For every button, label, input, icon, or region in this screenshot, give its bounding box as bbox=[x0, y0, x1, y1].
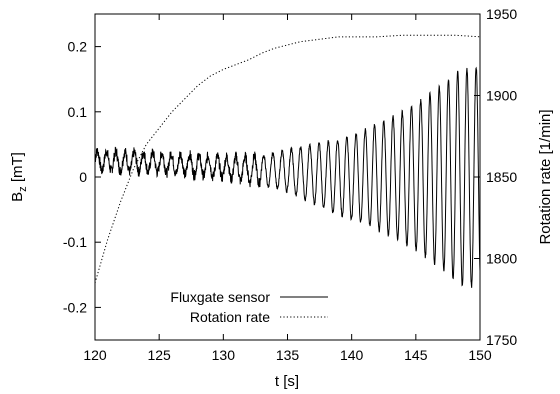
y-axis-title-subscript: z bbox=[17, 186, 29, 192]
y-tick-label: -0.2 bbox=[63, 299, 87, 315]
y2-axis-title: Rotation rate [1/min] bbox=[537, 109, 554, 244]
y2-tick-label: 1900 bbox=[486, 88, 517, 104]
y2-tick-label: 1800 bbox=[486, 251, 517, 267]
x-tick-label: 150 bbox=[468, 347, 492, 363]
y2-tick-label: 1950 bbox=[486, 6, 517, 22]
legend: Fluxgate sensor Rotation rate bbox=[170, 289, 328, 325]
y-tick-label: 0.1 bbox=[68, 104, 88, 120]
legend-label-fluxgate-sensor: Fluxgate sensor bbox=[170, 289, 270, 305]
series-line-fluxgate-sensor bbox=[94, 66, 481, 288]
y-axis-title-unit: [mT] bbox=[9, 152, 26, 186]
x-tick-label: 140 bbox=[340, 347, 364, 363]
x-tick-label: 145 bbox=[404, 347, 428, 363]
ticks bbox=[94, 13, 481, 341]
x-axis-title: t [s] bbox=[275, 373, 299, 390]
y-tick-label: -0.1 bbox=[63, 234, 87, 250]
legend-label-rotation-rate: Rotation rate bbox=[190, 309, 270, 325]
x-tick-label: 130 bbox=[212, 347, 236, 363]
y-axis-title-main: B bbox=[9, 192, 26, 202]
plot-frame bbox=[94, 13, 481, 341]
series-line-rotation-rate bbox=[94, 34, 481, 284]
x-tick-label: 125 bbox=[147, 347, 171, 363]
y-tick-label: 0.2 bbox=[68, 39, 88, 55]
y2-tick-label: 1850 bbox=[486, 169, 517, 185]
y2-tick-label: 1750 bbox=[486, 332, 517, 348]
y-axis-title: Bz [mT] bbox=[9, 152, 29, 202]
y-tick-label: 0 bbox=[79, 169, 87, 185]
x-tick-label: 120 bbox=[83, 347, 107, 363]
tick-labels: 120 125 130 135 140 145 150 -0.2 -0.1 0 0.1 0.2 1750… bbox=[63, 6, 517, 363]
x-tick-label: 135 bbox=[276, 347, 300, 363]
